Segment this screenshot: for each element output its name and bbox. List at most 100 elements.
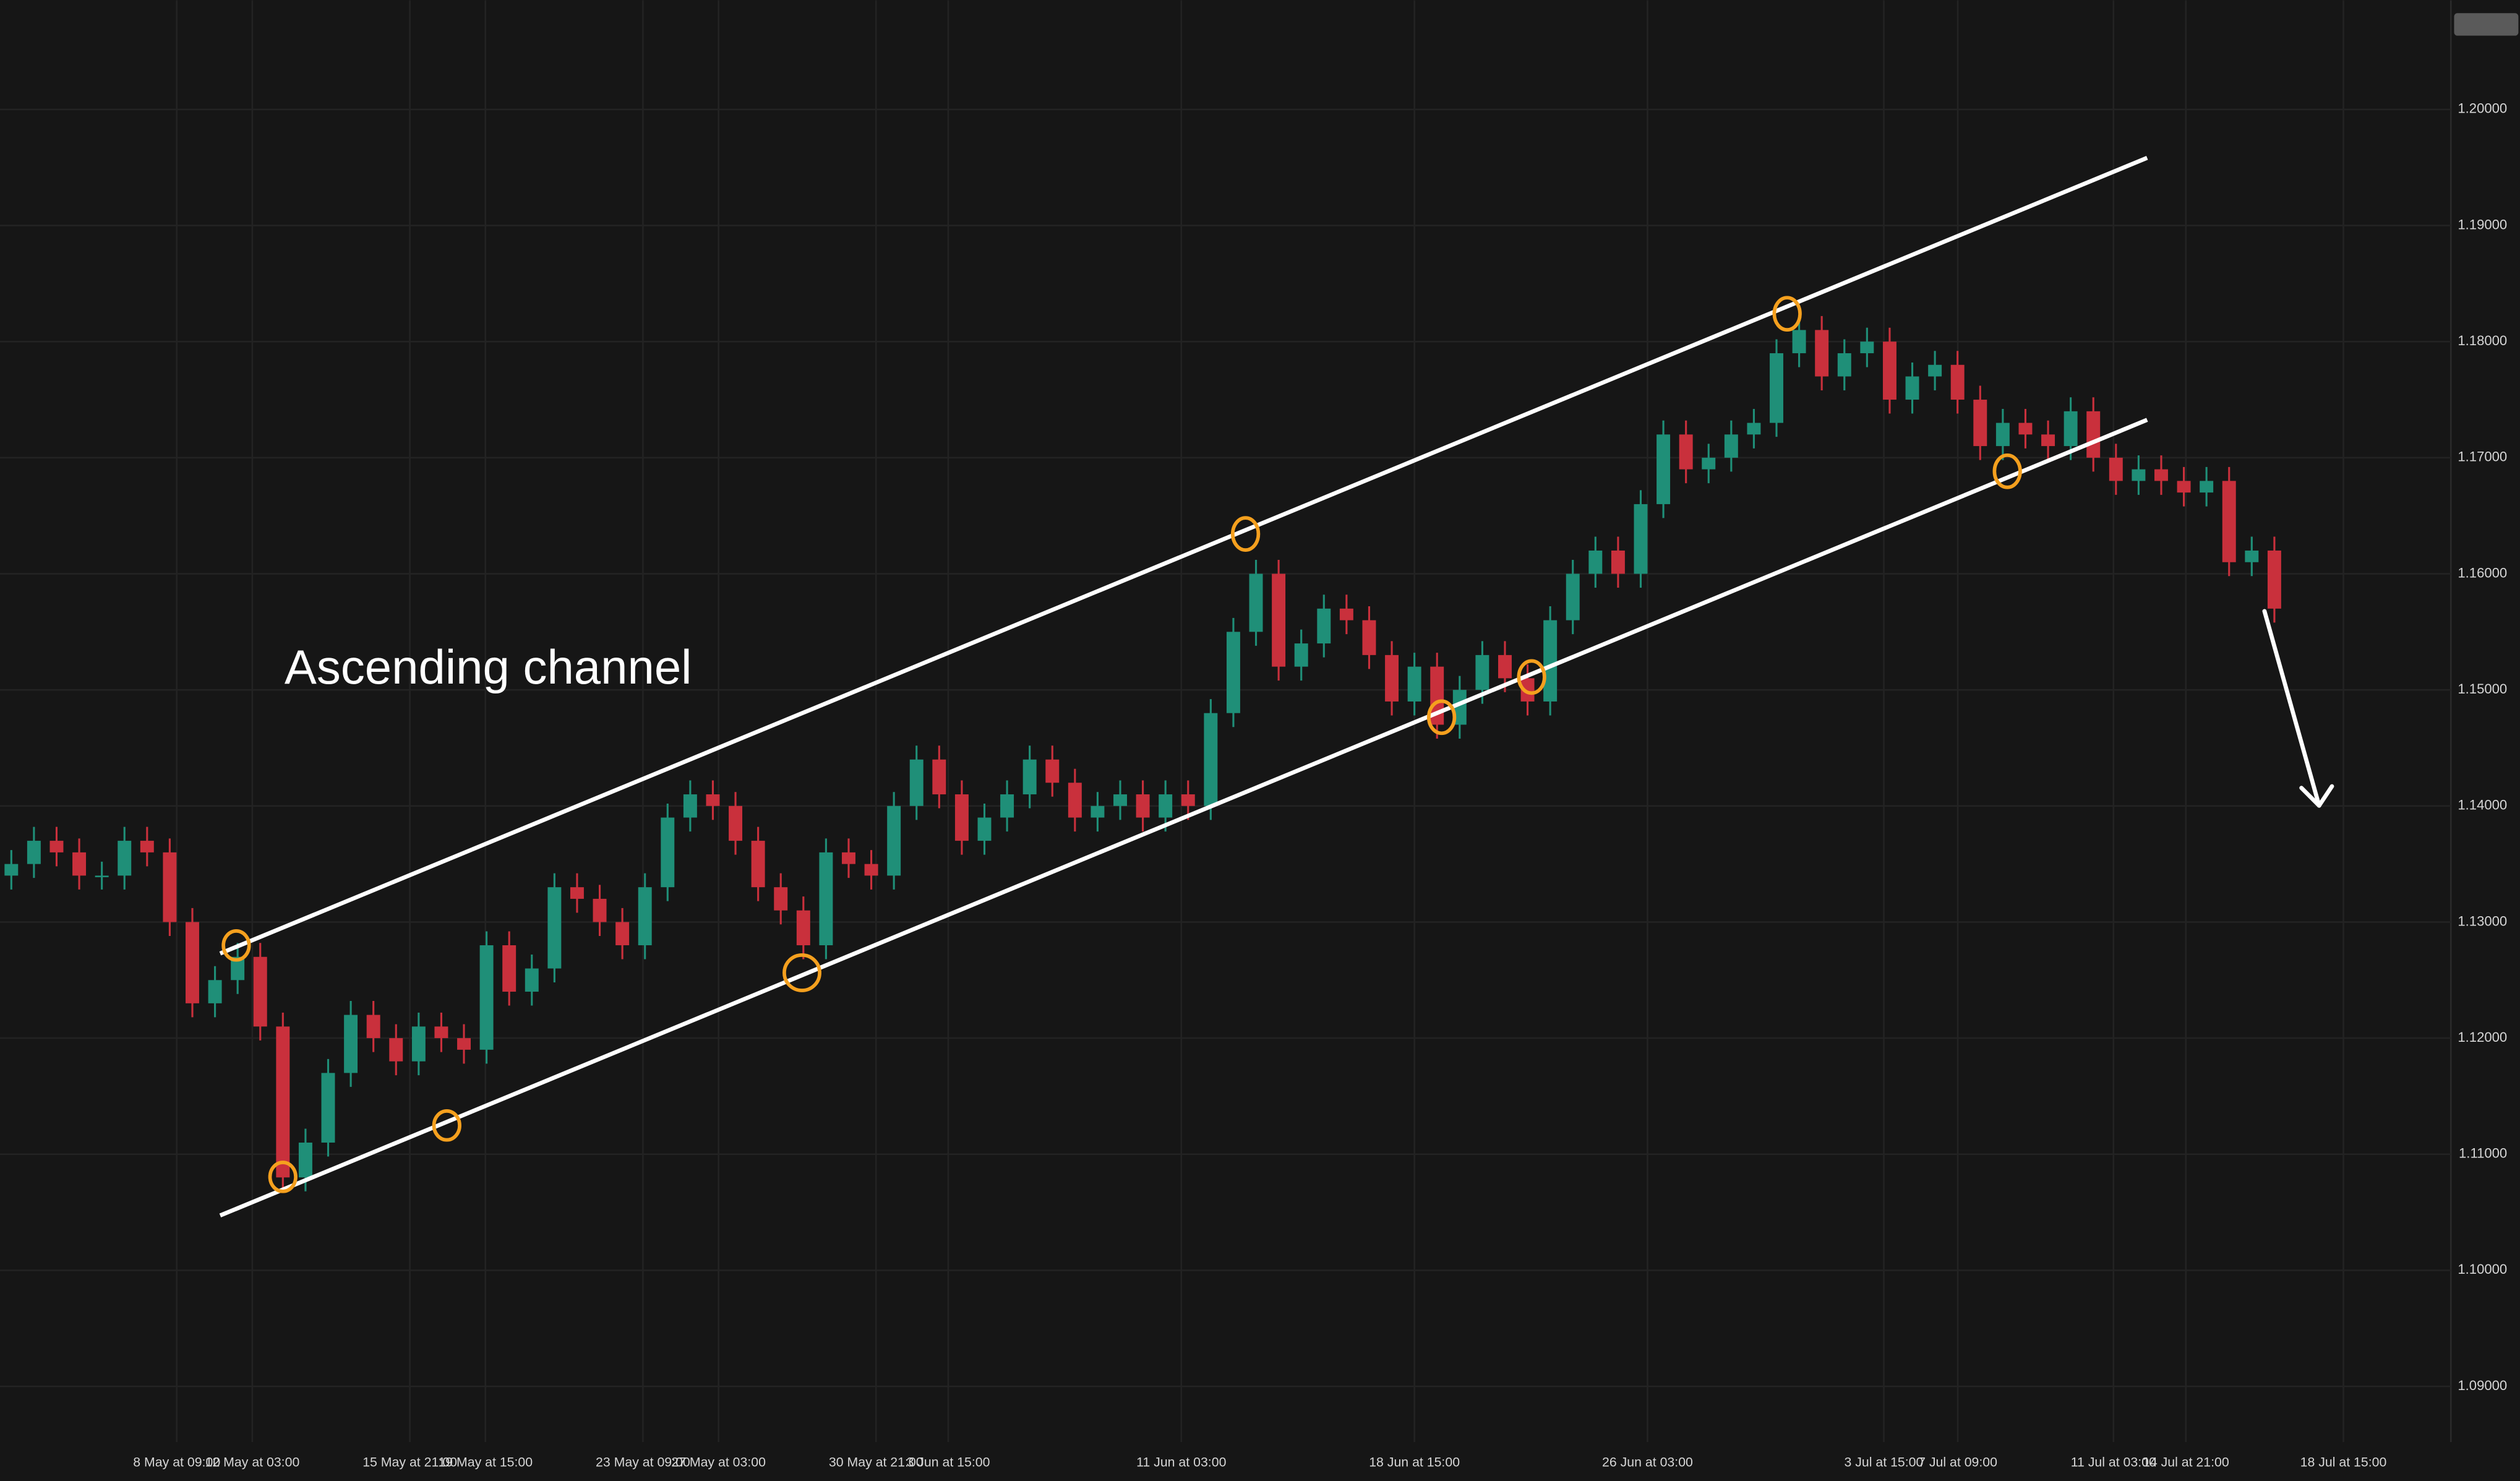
x-tick-label: 11 Jul at 03:00: [2071, 1455, 2156, 1470]
candle-body: [1452, 690, 1467, 725]
y-tick-label: 1.13000: [2458, 913, 2507, 929]
candle-body: [1566, 573, 1580, 620]
candle-body: [1339, 608, 1353, 620]
candle-body: [140, 841, 154, 852]
candle-body: [2267, 550, 2281, 609]
arrow-shaft: [2262, 609, 2321, 808]
candle-body: [729, 805, 743, 841]
candle-body: [1792, 330, 1806, 353]
axes: 1.09000 1.10000 1.11000 1.12000 1.13000 1.140…: [133, 101, 2507, 1470]
x-tick-label: 7 Jul at 09:00: [1918, 1455, 1997, 1470]
candle-body: [1362, 620, 1376, 655]
x-tick-label: 30 May at 21:00: [829, 1455, 924, 1470]
candle-body: [1226, 632, 1240, 713]
candle-body: [1995, 423, 2010, 447]
candle-body: [977, 817, 992, 841]
candle-body: [1136, 794, 1150, 818]
x-tick-label: 3 Jul at 15:00: [1844, 1455, 1923, 1470]
candle-body: [1837, 353, 1851, 377]
candle-body: [186, 922, 199, 1003]
y-tick-label: 1.20000: [2458, 101, 2507, 116]
x-tick-label: 12 May at 03:00: [205, 1455, 300, 1470]
y-tick-label: 1.16000: [2458, 565, 2507, 580]
x-tick-label: 23 May at 09:00: [596, 1455, 690, 1470]
candle-body: [49, 841, 64, 852]
candle-body: [1385, 655, 1399, 702]
grid: [0, 0, 2451, 1443]
candle-body: [1272, 573, 1286, 667]
x-tick-label: 14 Jul at 21:00: [2143, 1455, 2229, 1470]
candle-body: [932, 759, 946, 795]
touch-circle: [221, 929, 251, 962]
candle-body: [2064, 411, 2078, 447]
candle-body: [2109, 457, 2123, 481]
candle-body: [1950, 364, 1965, 400]
candle-body: [1679, 434, 1693, 470]
candle-body: [1022, 759, 1037, 795]
candle-body: [547, 887, 562, 969]
candle-body: [2200, 481, 2214, 493]
candle-body: [1317, 608, 1331, 644]
candle-body: [909, 759, 924, 806]
candle-body: [298, 1142, 312, 1178]
candle-body: [864, 864, 878, 876]
candle-body: [2177, 481, 2191, 493]
candle-body: [2222, 481, 2236, 562]
candle-body: [1249, 573, 1263, 632]
x-tick-label: 3 Jun at 15:00: [906, 1455, 990, 1470]
candle-body: [842, 852, 855, 864]
candle-body: [2245, 550, 2259, 562]
candle-body: [253, 956, 267, 1027]
candle-body: [2132, 469, 2146, 481]
touch-circle: [782, 953, 821, 992]
candle-body: [231, 956, 245, 981]
candle-body: [95, 875, 109, 877]
candle-body: [1000, 794, 1014, 818]
x-tick-label: 19 May at 15:00: [438, 1455, 533, 1470]
channel-upper-line: [219, 156, 2148, 956]
candle-body: [2018, 423, 2033, 435]
candle-body: [615, 922, 630, 945]
touch-circle: [1517, 659, 1546, 695]
candle-body: [2086, 411, 2101, 458]
candle-body: [1656, 434, 1671, 504]
candle-body: [1543, 620, 1558, 702]
candle-body: [2154, 469, 2168, 481]
y-tick-label: 1.10000: [2458, 1261, 2507, 1277]
candle-body: [163, 852, 177, 922]
candle-body: [1634, 504, 1648, 574]
candle-body: [1113, 794, 1127, 806]
candle-body: [1588, 550, 1603, 574]
x-tick-label: 18 Jun at 15:00: [1369, 1455, 1460, 1470]
x-tick-label: 18 Jul at 15:00: [2300, 1455, 2387, 1470]
candle-body: [276, 1026, 290, 1178]
candle-body: [570, 887, 584, 899]
candle-body: [1045, 759, 1060, 783]
candle-body: [118, 841, 132, 876]
candle-body: [706, 794, 720, 806]
y-tick-label: 1.11000: [2459, 1146, 2507, 1161]
candle-body: [751, 841, 765, 888]
y-tick-label: 1.18000: [2458, 333, 2507, 348]
candle-body: [2041, 434, 2055, 447]
candle-body: [1724, 434, 1738, 458]
channel-lower-line: [219, 418, 2148, 1217]
candle-body: [344, 1015, 358, 1073]
y-tick-label: 1.09000: [2458, 1378, 2507, 1393]
candle-body: [1611, 550, 1625, 574]
candle-body: [1475, 655, 1489, 690]
candle-body: [1204, 713, 1218, 806]
candle-body: [1770, 353, 1783, 423]
candle-body: [1294, 643, 1308, 667]
candle-body: [72, 852, 87, 876]
candle-body: [796, 910, 810, 945]
x-tick-label: 8 May at 09:00: [133, 1455, 220, 1470]
candle-body: [1860, 341, 1874, 353]
candle-body: [887, 805, 901, 876]
candle-body: [1181, 794, 1195, 806]
arrow-head: [2316, 784, 2334, 808]
candle-body: [1520, 678, 1535, 702]
